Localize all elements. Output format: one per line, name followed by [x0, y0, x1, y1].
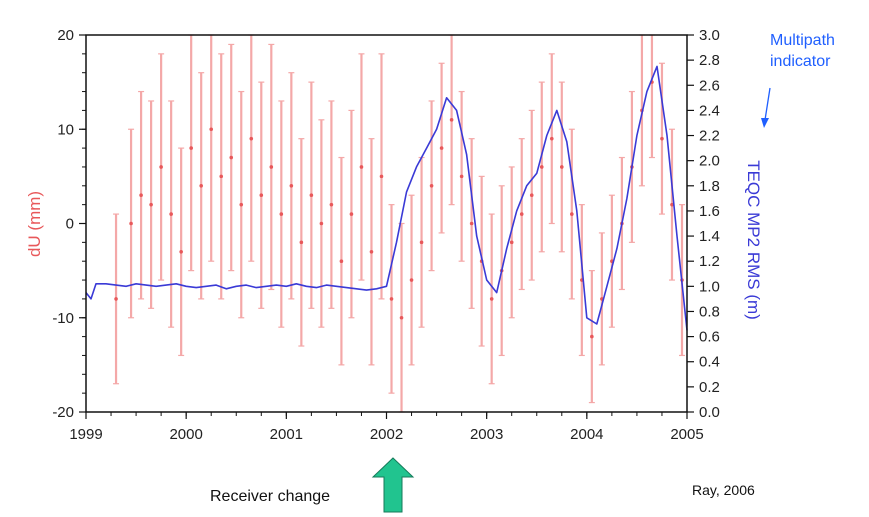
du-point [369, 249, 374, 254]
y-axis-title-left: dU (mm) [25, 191, 44, 257]
y2-tick-label: 0.6 [699, 329, 720, 346]
du-point [239, 202, 244, 207]
y2-tick-label: 0.4 [699, 354, 720, 371]
du-point [419, 240, 424, 245]
y2-tick-label: 1.0 [699, 278, 720, 295]
multipath-pointer-line [764, 87, 771, 121]
du-point [359, 165, 364, 169]
du-point [199, 184, 203, 188]
du-point [159, 165, 163, 169]
du-point [469, 221, 474, 226]
du-point [660, 136, 664, 141]
x-tick-label: 2001 [270, 426, 303, 443]
du-point [399, 315, 404, 320]
multipath-indicator-annotation: Multipath indicator [770, 30, 835, 72]
y2-tick-label: 2.2 [699, 128, 720, 145]
du-point [114, 297, 118, 301]
du-point [539, 165, 544, 169]
y-tick-label: -20 [52, 404, 74, 421]
du-point [189, 146, 193, 150]
du-point [169, 212, 173, 216]
y2-tick-label: 2.0 [699, 153, 720, 170]
du-point [590, 334, 594, 339]
receiver-change-arrow-icon [371, 457, 415, 513]
y2-tick-label: 1.6 [699, 203, 720, 220]
du-point [229, 155, 234, 160]
du-point [329, 202, 334, 207]
y2-tick-label: 0.8 [699, 303, 720, 320]
multipath-pointer-head [761, 118, 769, 128]
du-point [509, 240, 514, 245]
du-point [209, 127, 214, 132]
y2-tick-label: 0.2 [699, 379, 720, 396]
y-tick-label: -10 [52, 310, 74, 327]
du-point [289, 184, 294, 188]
du-point [429, 184, 434, 188]
du-point [139, 193, 143, 198]
du-point [529, 193, 534, 198]
y2-tick-label: 1.4 [699, 228, 720, 245]
y-axis-title-right: TEQC MP2 RMS (m) [744, 160, 763, 320]
y2-tick-label: 2.6 [699, 77, 720, 94]
mp2-line [85, 65, 688, 331]
du-point [179, 249, 183, 254]
x-tick-label: 2004 [570, 426, 603, 443]
y-tick-label: 10 [57, 121, 74, 138]
du-point [489, 297, 494, 301]
du-point [319, 221, 324, 226]
du-point [459, 174, 464, 179]
y2-tick-label: 1.2 [699, 253, 720, 270]
du-point [149, 202, 153, 207]
du-point [249, 136, 254, 141]
du-point [389, 297, 394, 301]
du-point [670, 202, 674, 207]
du-point [409, 278, 414, 282]
x-tick-label: 2000 [169, 426, 202, 443]
y-tick-label: 0 [66, 216, 74, 233]
receiver-change-label: Receiver change [210, 488, 331, 505]
mp2-series [85, 65, 688, 331]
plot-frame [85, 34, 688, 413]
du-point [349, 212, 354, 216]
du-point [339, 259, 344, 264]
multipath-label-line1: Multipath [770, 32, 835, 49]
y2-tick-label: 2.8 [699, 52, 720, 69]
du-point [259, 193, 264, 198]
y2-tick-label: 0.0 [699, 404, 720, 421]
du-point [519, 212, 524, 216]
du-point [279, 212, 284, 216]
x-tick-label: 1999 [69, 426, 102, 443]
du-point [379, 174, 384, 179]
du-point [570, 212, 574, 216]
y-axis-right: 0.0 0.2 0.4 0.6 0.8 1.0 1.2 1.4 1.6 1.8 2.0 2.2 2.4 2… [687, 27, 720, 421]
du-point [219, 174, 224, 179]
du-series [113, 34, 685, 413]
x-tick-label: 2002 [370, 426, 403, 443]
source-credit: Ray, 2006 [692, 482, 755, 498]
y2-tick-label: 3.0 [699, 27, 720, 44]
x-tick-label: 2003 [470, 426, 503, 443]
du-point [269, 165, 274, 169]
x-tick-label: 2005 [670, 426, 703, 443]
du-point [309, 193, 314, 198]
multipath-label-line2: indicator [770, 53, 831, 70]
du-point [299, 240, 304, 245]
du-point [449, 118, 454, 122]
du-point [129, 221, 133, 226]
x-axis: 1999 2000 2001 2002 2003 2004 2005 [69, 412, 704, 443]
y2-tick-label: 2.4 [699, 102, 720, 119]
y-axis-left: -20 -10 0 10 20 [52, 27, 86, 421]
y-tick-label: 20 [57, 27, 74, 44]
du-point [559, 165, 564, 169]
du-point [439, 146, 444, 150]
du-point [549, 136, 554, 141]
y2-tick-label: 1.8 [699, 178, 720, 195]
